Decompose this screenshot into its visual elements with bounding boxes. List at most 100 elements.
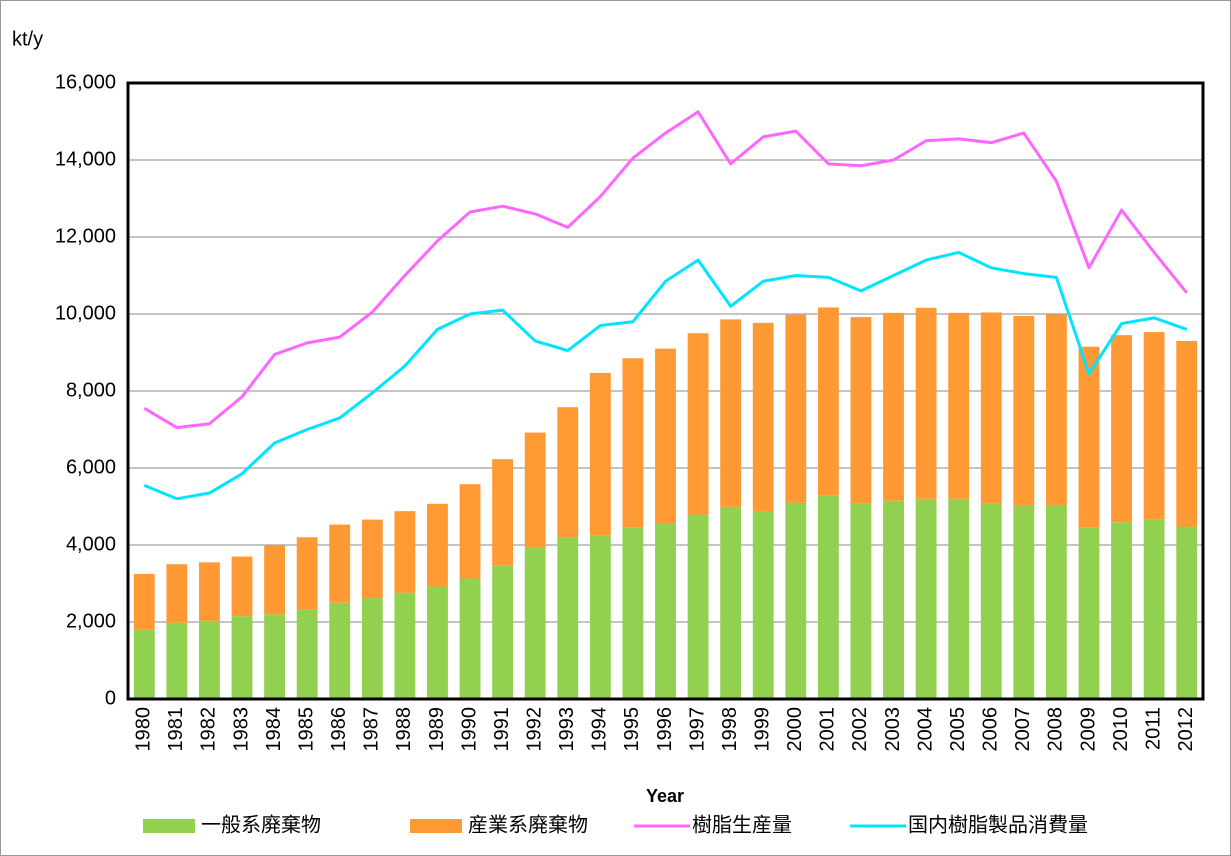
bar	[1013, 505, 1035, 699]
legend-swatch	[410, 819, 462, 833]
bar	[427, 586, 448, 699]
x-tick-label: 1995	[621, 707, 643, 752]
line	[143, 250, 1188, 501]
plot-border	[126, 81, 1205, 701]
bar	[361, 598, 383, 699]
x-tick-label: 1998	[719, 707, 741, 752]
bar	[557, 537, 579, 699]
bar	[524, 547, 546, 699]
x-tick-label: 1989	[426, 707, 448, 752]
bar	[166, 622, 188, 699]
bar	[1078, 527, 1100, 699]
bar	[817, 495, 839, 699]
bar	[133, 629, 155, 699]
x-tick-label: 2001	[817, 707, 839, 752]
y-tick-label: 2,000	[66, 610, 116, 632]
bar	[231, 616, 253, 699]
bar	[687, 514, 709, 699]
bar	[329, 602, 351, 699]
bar	[785, 502, 807, 699]
bar	[915, 498, 937, 699]
bar	[329, 524, 351, 603]
x-tick-label: 1994	[589, 707, 611, 752]
bar	[296, 537, 318, 610]
bar	[948, 312, 970, 499]
x-tick-label: 1990	[458, 707, 480, 752]
bar	[589, 535, 611, 699]
bar	[1176, 526, 1198, 699]
legend-label: 樹脂生産量	[692, 813, 792, 836]
bar	[589, 372, 611, 536]
y-tick-label: 8,000	[66, 379, 116, 401]
x-tick-label: 2002	[849, 707, 871, 752]
bar	[427, 503, 448, 587]
bar	[883, 312, 904, 501]
bar	[1045, 504, 1067, 699]
bar	[850, 317, 872, 504]
x-tick-label: 2007	[1012, 707, 1034, 752]
bar	[1013, 315, 1035, 506]
bar	[231, 556, 253, 617]
line	[143, 110, 1188, 430]
bar	[394, 592, 416, 699]
bar	[622, 527, 644, 699]
bar	[980, 503, 1002, 699]
x-tick-label: 1991	[491, 707, 513, 752]
bar	[557, 407, 579, 538]
y-tick-label: 10,000	[55, 302, 116, 324]
bar	[199, 562, 220, 621]
legend-label: 国内樹脂製品消費量	[908, 813, 1088, 836]
bar	[883, 500, 904, 699]
x-tick-label: 2006	[980, 707, 1002, 752]
bar	[1143, 332, 1165, 520]
bar	[524, 432, 546, 548]
x-tick-label: 2005	[947, 707, 969, 752]
bar	[720, 506, 742, 699]
bar	[1111, 522, 1132, 699]
legend-swatch	[143, 819, 195, 833]
y-tick-label: 6,000	[66, 456, 116, 478]
x-tick-label: 1993	[556, 707, 578, 752]
bar	[720, 319, 742, 507]
bar	[199, 620, 220, 699]
y-axis-label: kt/y	[12, 28, 43, 50]
bar	[687, 333, 709, 515]
x-tick-label: 1988	[393, 707, 415, 752]
x-tick-label: 1992	[523, 707, 545, 752]
x-tick-label: 1980	[133, 707, 155, 752]
bar	[948, 498, 970, 699]
x-tick-label: 1999	[752, 707, 774, 752]
legend-label: 一般系廃棄物	[201, 813, 321, 836]
bar	[980, 312, 1002, 504]
bar	[915, 307, 937, 499]
bar	[622, 358, 644, 528]
bar	[166, 564, 188, 623]
bar	[752, 511, 774, 699]
legend-label: 産業系廃棄物	[468, 813, 588, 836]
x-tick-label: 1987	[361, 707, 383, 752]
x-tick-label: 1996	[654, 707, 676, 752]
bar	[1078, 346, 1100, 528]
x-tick-label: 1985	[295, 707, 317, 752]
bar	[492, 459, 514, 566]
x-tick-label: 2004	[914, 707, 936, 752]
x-tick-label: 2008	[1045, 707, 1067, 752]
y-tick-label: 14,000	[55, 148, 116, 170]
bar	[133, 573, 155, 630]
x-axis-label: Year	[646, 786, 684, 806]
x-tick-label: 1986	[328, 707, 350, 752]
bar	[1176, 340, 1198, 527]
bar	[459, 484, 481, 579]
bar	[492, 565, 514, 699]
bar	[850, 503, 872, 699]
y-tick-label: 0	[105, 687, 116, 709]
x-tick-label: 2009	[1077, 707, 1099, 752]
bar	[264, 614, 286, 699]
bar	[296, 609, 318, 699]
x-tick-label: 2010	[1110, 707, 1132, 752]
x-tick-label: 2000	[784, 707, 806, 752]
bar	[752, 322, 774, 512]
x-tick-label: 2003	[882, 707, 904, 752]
bar	[785, 314, 807, 503]
bar	[1111, 335, 1132, 523]
